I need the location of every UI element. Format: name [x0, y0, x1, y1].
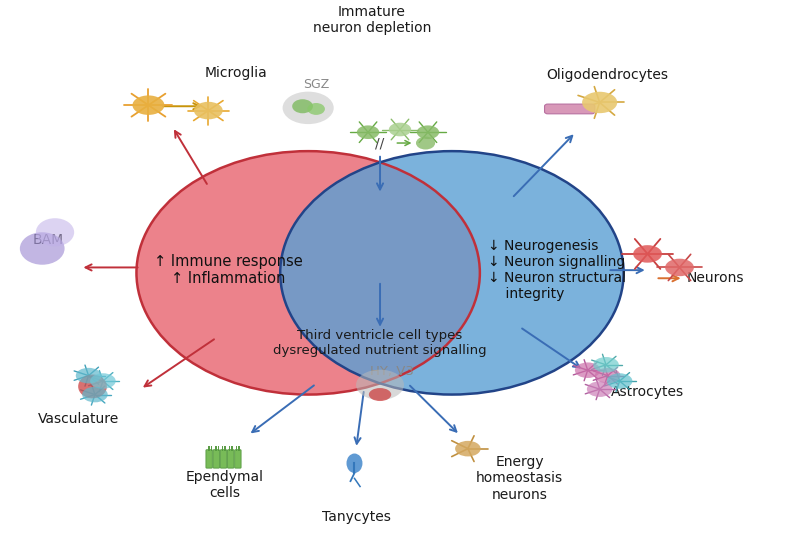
Ellipse shape [137, 151, 480, 394]
Ellipse shape [282, 91, 334, 124]
Ellipse shape [607, 373, 632, 389]
Ellipse shape [633, 245, 662, 263]
Ellipse shape [292, 99, 313, 113]
Ellipse shape [36, 218, 74, 246]
Ellipse shape [194, 102, 222, 119]
Text: Ependymal
cells: Ependymal cells [186, 470, 263, 500]
Text: //: // [375, 136, 385, 150]
Ellipse shape [417, 126, 439, 139]
Text: Energy
homeostasis
neurons: Energy homeostasis neurons [476, 455, 563, 502]
Text: Third ventricle cell types
dysregulated nutrient signalling: Third ventricle cell types dysregulated … [274, 329, 487, 357]
FancyBboxPatch shape [234, 450, 241, 468]
Text: Immature
neuron depletion: Immature neuron depletion [313, 4, 431, 35]
Ellipse shape [369, 388, 391, 401]
Ellipse shape [76, 368, 102, 384]
Ellipse shape [133, 95, 165, 115]
Text: Vasculature: Vasculature [38, 412, 119, 426]
Ellipse shape [595, 368, 621, 384]
Ellipse shape [280, 151, 624, 394]
Ellipse shape [356, 370, 404, 400]
Text: ↓ Neurogenesis
↓ Neuron signalling
↓ Neuron structural
    integrity: ↓ Neurogenesis ↓ Neuron signalling ↓ Neu… [488, 239, 626, 301]
Ellipse shape [307, 103, 325, 115]
Text: Tanycytes: Tanycytes [322, 510, 390, 524]
Ellipse shape [78, 374, 107, 398]
Ellipse shape [575, 362, 601, 378]
Text: HY, V3: HY, V3 [370, 365, 414, 378]
Ellipse shape [587, 381, 613, 397]
Ellipse shape [594, 357, 619, 373]
Text: SGZ: SGZ [303, 78, 330, 91]
FancyBboxPatch shape [213, 450, 219, 468]
FancyBboxPatch shape [220, 450, 226, 468]
Text: BAM: BAM [33, 233, 64, 248]
Ellipse shape [582, 92, 618, 113]
Ellipse shape [90, 373, 116, 389]
Text: Astrocytes: Astrocytes [611, 385, 684, 399]
FancyBboxPatch shape [206, 450, 212, 468]
Ellipse shape [357, 126, 379, 139]
Ellipse shape [82, 387, 108, 403]
Ellipse shape [346, 454, 362, 473]
Text: Neurons: Neurons [686, 271, 744, 285]
Ellipse shape [455, 441, 481, 456]
Text: Microglia: Microglia [205, 66, 268, 80]
FancyBboxPatch shape [545, 104, 595, 114]
Text: ↑ Immune response
↑ Inflammation: ↑ Immune response ↑ Inflammation [154, 254, 302, 286]
Ellipse shape [416, 137, 435, 150]
Ellipse shape [665, 259, 694, 276]
Ellipse shape [20, 232, 65, 265]
FancyBboxPatch shape [227, 450, 234, 468]
Ellipse shape [389, 123, 411, 137]
Text: Oligodendrocytes: Oligodendrocytes [546, 69, 669, 82]
